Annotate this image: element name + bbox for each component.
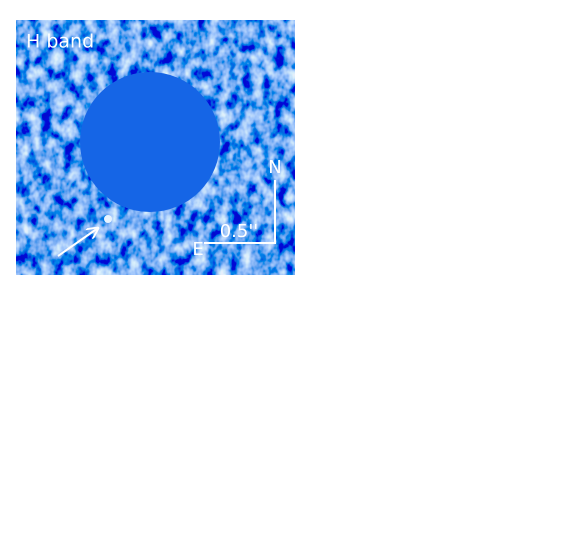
noise-texture xyxy=(298,10,582,275)
arrow xyxy=(348,228,388,256)
north-label: N xyxy=(268,157,281,178)
companion xyxy=(394,484,402,492)
panel-background xyxy=(298,10,582,275)
figure: H band N E 0.5'' H band N E 0.5'' K1 band N E 0.5''… xyxy=(0,0,582,540)
scale-label: 0.5'' xyxy=(220,221,259,242)
panel-background xyxy=(8,279,295,540)
east-label: E xyxy=(192,508,203,529)
band-label: K1 band xyxy=(26,300,104,322)
north-label: N xyxy=(558,157,571,178)
coronagraph-mask xyxy=(370,341,510,481)
companion xyxy=(104,484,112,492)
band-label: H band xyxy=(26,31,94,53)
band-label: K1 band xyxy=(316,300,394,322)
arrow xyxy=(348,497,388,525)
noise-texture xyxy=(8,279,295,540)
arrow xyxy=(58,497,98,525)
panel: H band N E 0.5'' xyxy=(298,10,582,275)
scale-label: 0.5'' xyxy=(220,490,259,511)
east-label: E xyxy=(482,239,493,260)
east-label: E xyxy=(482,508,493,529)
coronagraph-mask xyxy=(80,341,220,481)
panel: K1 band N E 0.5'' xyxy=(8,279,295,540)
noise-texture xyxy=(298,279,582,540)
companion xyxy=(394,215,402,223)
coronagraph-mask xyxy=(80,72,220,212)
companion xyxy=(104,215,112,223)
band-label: H band xyxy=(316,31,384,53)
east-label: E xyxy=(192,239,203,260)
north-label: N xyxy=(558,426,571,447)
panel: H band N E 0.5'' xyxy=(8,10,295,275)
scale-label: 0.5'' xyxy=(510,221,549,242)
scale-label: 0.5'' xyxy=(510,490,549,511)
coronagraph-mask xyxy=(370,72,510,212)
panel-background xyxy=(298,279,582,540)
north-label: N xyxy=(268,426,281,447)
panel: K1 band N E 0.5'' xyxy=(298,279,582,540)
